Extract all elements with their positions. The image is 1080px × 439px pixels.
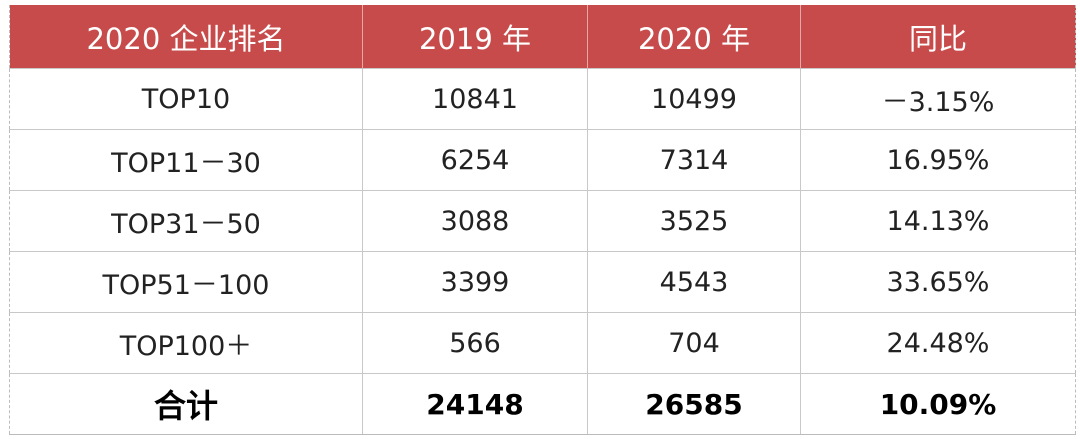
table-row: TOP31－50 3088 3525 14.13%	[9, 190, 1076, 252]
ranking-table: 2020 企业排名 2019 年 2020 年同比 TOP10 10841 10499 －…	[9, 5, 1076, 435]
table-cell: 14.13%	[800, 190, 1076, 252]
table-row: 合计 24148 26585 10.09%	[9, 373, 1076, 435]
table-cell: TOP51－100	[9, 251, 363, 313]
table-cell: 3399	[362, 251, 588, 313]
table-cell: 704	[587, 312, 801, 374]
table-cell: TOP11－30	[9, 129, 363, 191]
table-cell: TOP10	[9, 68, 363, 130]
table-cell: TOP31－50	[9, 190, 363, 252]
table-cell: 33.65%	[800, 251, 1076, 313]
table-row: TOP10 10841 10499 －3.15%	[9, 68, 1076, 130]
table-cell: 4543	[587, 251, 801, 313]
table-cell: 566	[362, 312, 588, 374]
table-body: TOP10 10841 10499 －3.15% TOP11－30 6254 7314 16.…	[9, 68, 1076, 435]
table-row: TOP51－100 3399 4543 33.65%	[9, 251, 1076, 313]
table-cell: 24.48%	[800, 312, 1076, 374]
table-cell: 7314	[587, 129, 801, 191]
table-cell: －3.15%	[800, 68, 1076, 130]
header-cell: 同比	[800, 5, 1076, 69]
table-cell: 10.09%	[800, 373, 1076, 435]
table-row: TOP11－30 6254 7314 16.95%	[9, 129, 1076, 191]
table-row: TOP100＋ 566 704 24.48%	[9, 312, 1076, 374]
table-cell: 3525	[587, 190, 801, 252]
table-cell: 10499	[587, 68, 801, 130]
header-cell: 2020 企业排名	[9, 5, 363, 69]
header-row: 2020 企业排名 2019 年 2020 年同比	[9, 5, 1076, 69]
table-cell: 26585	[587, 373, 801, 435]
header-cell: 2019 年	[362, 5, 588, 69]
header-cell: 2020 年	[587, 5, 801, 69]
table-cell: TOP100＋	[9, 312, 363, 374]
table-cell: 合计	[9, 373, 363, 435]
table-cell: 6254	[362, 129, 588, 191]
table-cell: 24148	[362, 373, 588, 435]
table-cell: 10841	[362, 68, 588, 130]
table-cell: 3088	[362, 190, 588, 252]
table-cell: 16.95%	[800, 129, 1076, 191]
